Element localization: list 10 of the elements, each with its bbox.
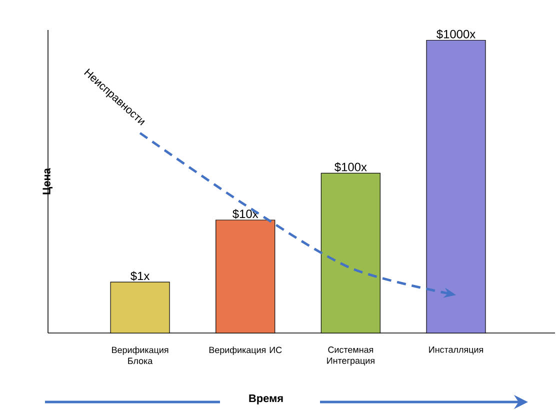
x-tick-label: Верификация ИС: [209, 346, 282, 355]
y-axis-title: Цена: [42, 168, 52, 194]
x-axis-title: Время: [249, 394, 283, 404]
x-tick-label: Системная Интеграция: [327, 346, 374, 366]
annotation: $1x: [130, 271, 150, 281]
annotation: $1000x: [436, 29, 476, 40]
x-tick-label: Верификация Блока: [112, 346, 168, 364]
annotation: $100x: [334, 162, 367, 172]
annotation: $10x: [232, 209, 258, 219]
x-tick-label: Инсталляция: [429, 346, 483, 354]
